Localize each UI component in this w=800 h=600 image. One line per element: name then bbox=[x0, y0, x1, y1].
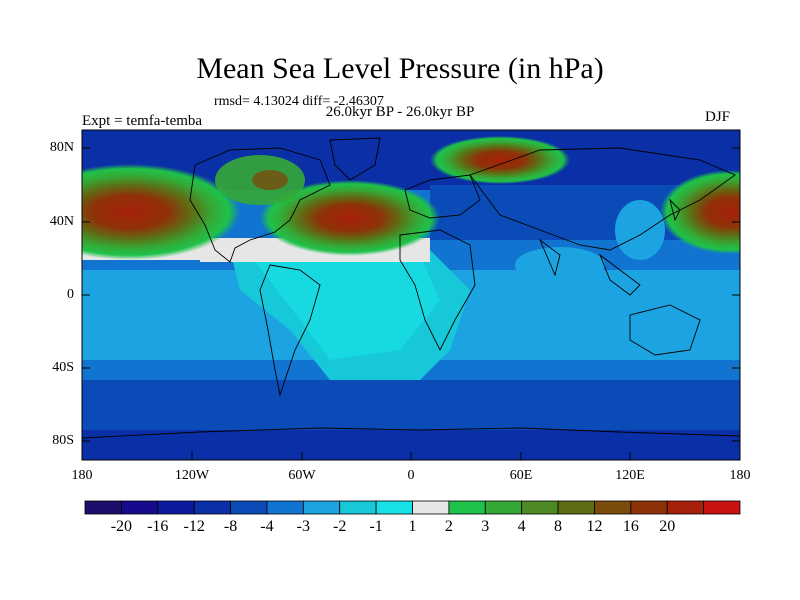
colorbar-swatch-7 bbox=[339, 500, 377, 515]
lon-ticks bbox=[81, 452, 741, 460]
colorbar-label-4: -4 bbox=[260, 518, 274, 535]
colorbar-swatch-14 bbox=[594, 500, 632, 515]
colorbar-label-1: -16 bbox=[147, 518, 169, 535]
colorbar-label-0: -20 bbox=[110, 518, 133, 535]
lon-label-0: 0 bbox=[407, 468, 415, 483]
colorbar-swatch-1 bbox=[120, 500, 159, 515]
lon-label-60e: 60E bbox=[509, 468, 533, 483]
colorbar-label-13: 12 bbox=[586, 518, 603, 535]
lon-label-180e: 180 bbox=[729, 468, 751, 483]
season-label: DJF bbox=[704, 109, 730, 125]
lat-label-80s: 80S bbox=[52, 433, 74, 448]
lat-label-eq: 0 bbox=[67, 287, 74, 302]
map-field bbox=[82, 130, 740, 460]
colorbar-swatch-9 bbox=[412, 500, 450, 515]
colorbar-label-7: -1 bbox=[369, 518, 383, 535]
colorbar-swatch-8 bbox=[375, 500, 413, 515]
colorbar-swatch-2 bbox=[157, 500, 195, 515]
colorbar-label-6: -2 bbox=[333, 518, 347, 535]
colorbar-label-10: 3 bbox=[481, 518, 490, 535]
colorbar-label-8: 1 bbox=[408, 518, 417, 535]
lon-label-120w: 120W bbox=[174, 468, 210, 483]
lat-label-40n: 40N bbox=[49, 214, 74, 229]
lon-label-180w: 180 bbox=[71, 468, 93, 483]
colorbar-swatch-12 bbox=[521, 500, 559, 515]
colorbar-swatch-6 bbox=[302, 500, 341, 515]
colorbar-swatch-10 bbox=[448, 500, 486, 515]
colorbar-label-14: 16 bbox=[622, 518, 639, 535]
colorbar-swatch-11 bbox=[484, 500, 523, 515]
lon-label-120e: 120E bbox=[615, 468, 645, 483]
period-text: 26.0kyr BP - 26.0kyr BP bbox=[325, 104, 475, 120]
colorbar-swatch-4 bbox=[230, 500, 268, 515]
colorbar-swatch-5 bbox=[266, 500, 304, 515]
colorbar-swatch-3 bbox=[193, 500, 231, 515]
colorbar-label-3: -8 bbox=[223, 518, 238, 535]
stats-text: rmsd= 4.13024 diff= -2.46307 bbox=[214, 94, 384, 109]
colorbar bbox=[84, 500, 741, 515]
lat-ticks bbox=[82, 147, 740, 442]
colorbar-label-15: 20 bbox=[659, 518, 676, 535]
lat-label-80n: 80N bbox=[49, 140, 74, 155]
colorbar-swatch-13 bbox=[557, 500, 595, 515]
chart-title: Mean Sea Level Pressure (in hPa) bbox=[196, 52, 604, 85]
coastlines bbox=[82, 137, 740, 439]
lon-label-60w: 60W bbox=[288, 468, 316, 483]
colorbar-swatch-15 bbox=[630, 500, 668, 515]
colorbar-swatch-0 bbox=[84, 500, 122, 515]
colorbar-swatch-17 bbox=[703, 500, 741, 515]
experiment-label: Expt = temfa-temba bbox=[82, 113, 203, 129]
colorbar-label-11: 4 bbox=[517, 518, 526, 535]
colorbar-label-12: 8 bbox=[554, 518, 563, 535]
colorbar-label-9: 2 bbox=[444, 518, 453, 535]
colorbar-swatch-16 bbox=[666, 500, 705, 515]
lat-label-40s: 40S bbox=[52, 360, 74, 375]
colorbar-label-2: -12 bbox=[183, 518, 205, 535]
colorbar-label-5: -3 bbox=[296, 518, 310, 535]
